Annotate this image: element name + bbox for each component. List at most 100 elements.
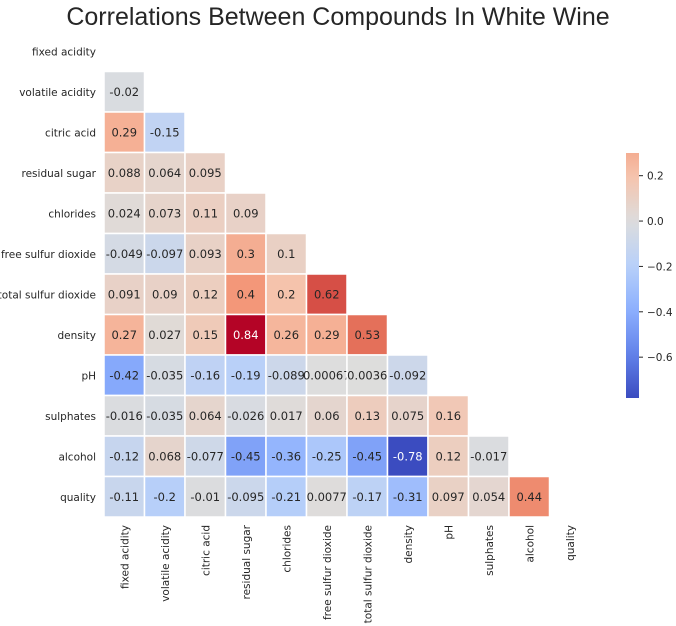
heatmap-cell: [143, 475, 186, 518]
colorbar-tick-label: 0.0: [647, 216, 664, 228]
y-tick-label: volatile acidity: [19, 87, 96, 99]
heatmap-cell: [467, 475, 510, 518]
y-tick-label: pH: [81, 370, 96, 382]
x-tick-label: alcohol: [524, 525, 536, 563]
cell-value-label: 0.16: [435, 409, 461, 423]
heatmap-cell: [224, 192, 267, 235]
cell-value-label: 0.27: [111, 328, 137, 342]
heatmap-cell: [386, 354, 429, 397]
x-tick-label: density: [403, 525, 415, 564]
cell-value-label: -0.077: [187, 449, 224, 463]
cell-value-label: -0.78: [393, 449, 423, 463]
cell-value-label: 0.62: [314, 287, 340, 301]
y-tick-label: sulphates: [45, 411, 96, 423]
heatmap-cell: [224, 273, 267, 316]
heatmap-cell: [184, 394, 227, 437]
heatmap-cell: [143, 192, 186, 235]
cell-value-label: 0.06: [314, 409, 340, 423]
heatmap-cell: [467, 435, 510, 478]
y-tick-label: alcohol: [58, 451, 96, 463]
x-tick-label: sulphates: [484, 525, 496, 576]
heatmap-cell: [143, 354, 186, 397]
colorbar-tick-label: −0.6: [647, 352, 673, 364]
cell-value-label: 0.017: [270, 409, 303, 423]
heatmap-cell: [143, 273, 186, 316]
heatmap-cell: [184, 435, 227, 478]
x-tick-label: free sulfur dioxide: [322, 525, 334, 620]
cell-value-label: 0.09: [152, 287, 178, 301]
cell-value-label: 0.44: [516, 490, 542, 504]
cell-value-label: 0.84: [233, 328, 259, 342]
cell-value-label: 0.29: [314, 328, 340, 342]
heatmap-cell: [143, 313, 186, 356]
colorbar-tick-label: 0.2: [647, 171, 664, 183]
cell-value-label: -0.36: [271, 449, 301, 463]
x-tick-label: total sulfur dioxide: [362, 525, 374, 623]
y-tick-label: free sulfur dioxide: [1, 249, 96, 261]
y-tick-label: chlorides: [48, 208, 96, 220]
cell-value-label: -0.01: [190, 490, 220, 504]
x-tick-label: residual sugar: [241, 524, 253, 599]
heatmap-cell: [184, 313, 227, 356]
heatmap-cell: [346, 475, 389, 518]
heatmap-cell: [184, 475, 227, 518]
heatmap-cell: [427, 475, 470, 518]
cell-value-label: -0.25: [312, 449, 342, 463]
y-tick-label: density: [58, 330, 97, 342]
colorbar-tick-label: −0.2: [647, 261, 673, 273]
cell-value-label: -0.16: [190, 368, 220, 382]
cell-value-label: -0.097: [146, 247, 183, 261]
cell-value-label: 0.4: [237, 287, 255, 301]
cell-value-label: 0.095: [189, 166, 222, 180]
cell-value-label: 0.26: [273, 328, 299, 342]
cell-value-label: -0.049: [106, 247, 143, 261]
cell-value-label: 0.13: [354, 409, 380, 423]
heatmap-cell: [265, 232, 308, 275]
cell-value-label: 0.00067: [303, 368, 351, 382]
cell-value-label: 0.068: [148, 449, 181, 463]
cell-value-label: 0.1: [277, 247, 295, 261]
heatmap-cell: [508, 475, 551, 518]
cell-value-label: 0.075: [391, 409, 424, 423]
x-tick-label: chlorides: [281, 525, 293, 573]
colorbar-tick-label: −0.4: [647, 307, 673, 319]
cell-value-label: -0.2: [154, 490, 176, 504]
heatmap-cell: [265, 394, 308, 437]
cell-value-label: -0.035: [146, 368, 183, 382]
cell-value-label: -0.017: [470, 449, 507, 463]
heatmap-cell: [224, 232, 267, 275]
chart-title: Correlations Between Compounds In White …: [66, 3, 610, 31]
cell-value-label: 0.29: [111, 125, 137, 139]
heatmap-cell: [143, 232, 186, 275]
cell-value-label: 0.088: [108, 166, 141, 180]
cell-value-label: 0.024: [108, 206, 141, 220]
cell-value-label: 0.097: [432, 490, 465, 504]
cell-value-label: -0.026: [227, 409, 264, 423]
cell-value-label: 0.0036: [347, 368, 387, 382]
cell-value-label: -0.095: [227, 490, 264, 504]
cell-value-label: 0.091: [108, 287, 141, 301]
x-tick-label: quality: [565, 525, 577, 561]
heatmap-cell: [265, 313, 308, 356]
heatmap-cell: [184, 232, 227, 275]
cell-value-label: 0.073: [148, 206, 181, 220]
cell-value-label: 0.12: [192, 287, 218, 301]
cell-value-label: 0.2: [277, 287, 295, 301]
heatmap-cell: [386, 475, 429, 518]
x-tick-label: citric acid: [200, 525, 212, 576]
heatmap-cell: [224, 475, 267, 518]
heatmap-cell: [265, 435, 308, 478]
heatmap-cell: [103, 475, 146, 518]
cell-value-label: -0.45: [231, 449, 261, 463]
y-tick-label: citric acid: [45, 127, 96, 139]
heatmap-cell: [346, 394, 389, 437]
y-tick-label: quality: [60, 492, 96, 504]
cell-value-label: -0.016: [106, 409, 143, 423]
y-tick-label: total sulfur dioxide: [0, 289, 96, 301]
heatmap-cell: [305, 475, 348, 518]
cell-value-label: -0.12: [109, 449, 139, 463]
cell-value-label: 0.064: [189, 409, 222, 423]
cell-value-label: 0.53: [354, 328, 380, 342]
heatmap-cell: [427, 435, 470, 478]
